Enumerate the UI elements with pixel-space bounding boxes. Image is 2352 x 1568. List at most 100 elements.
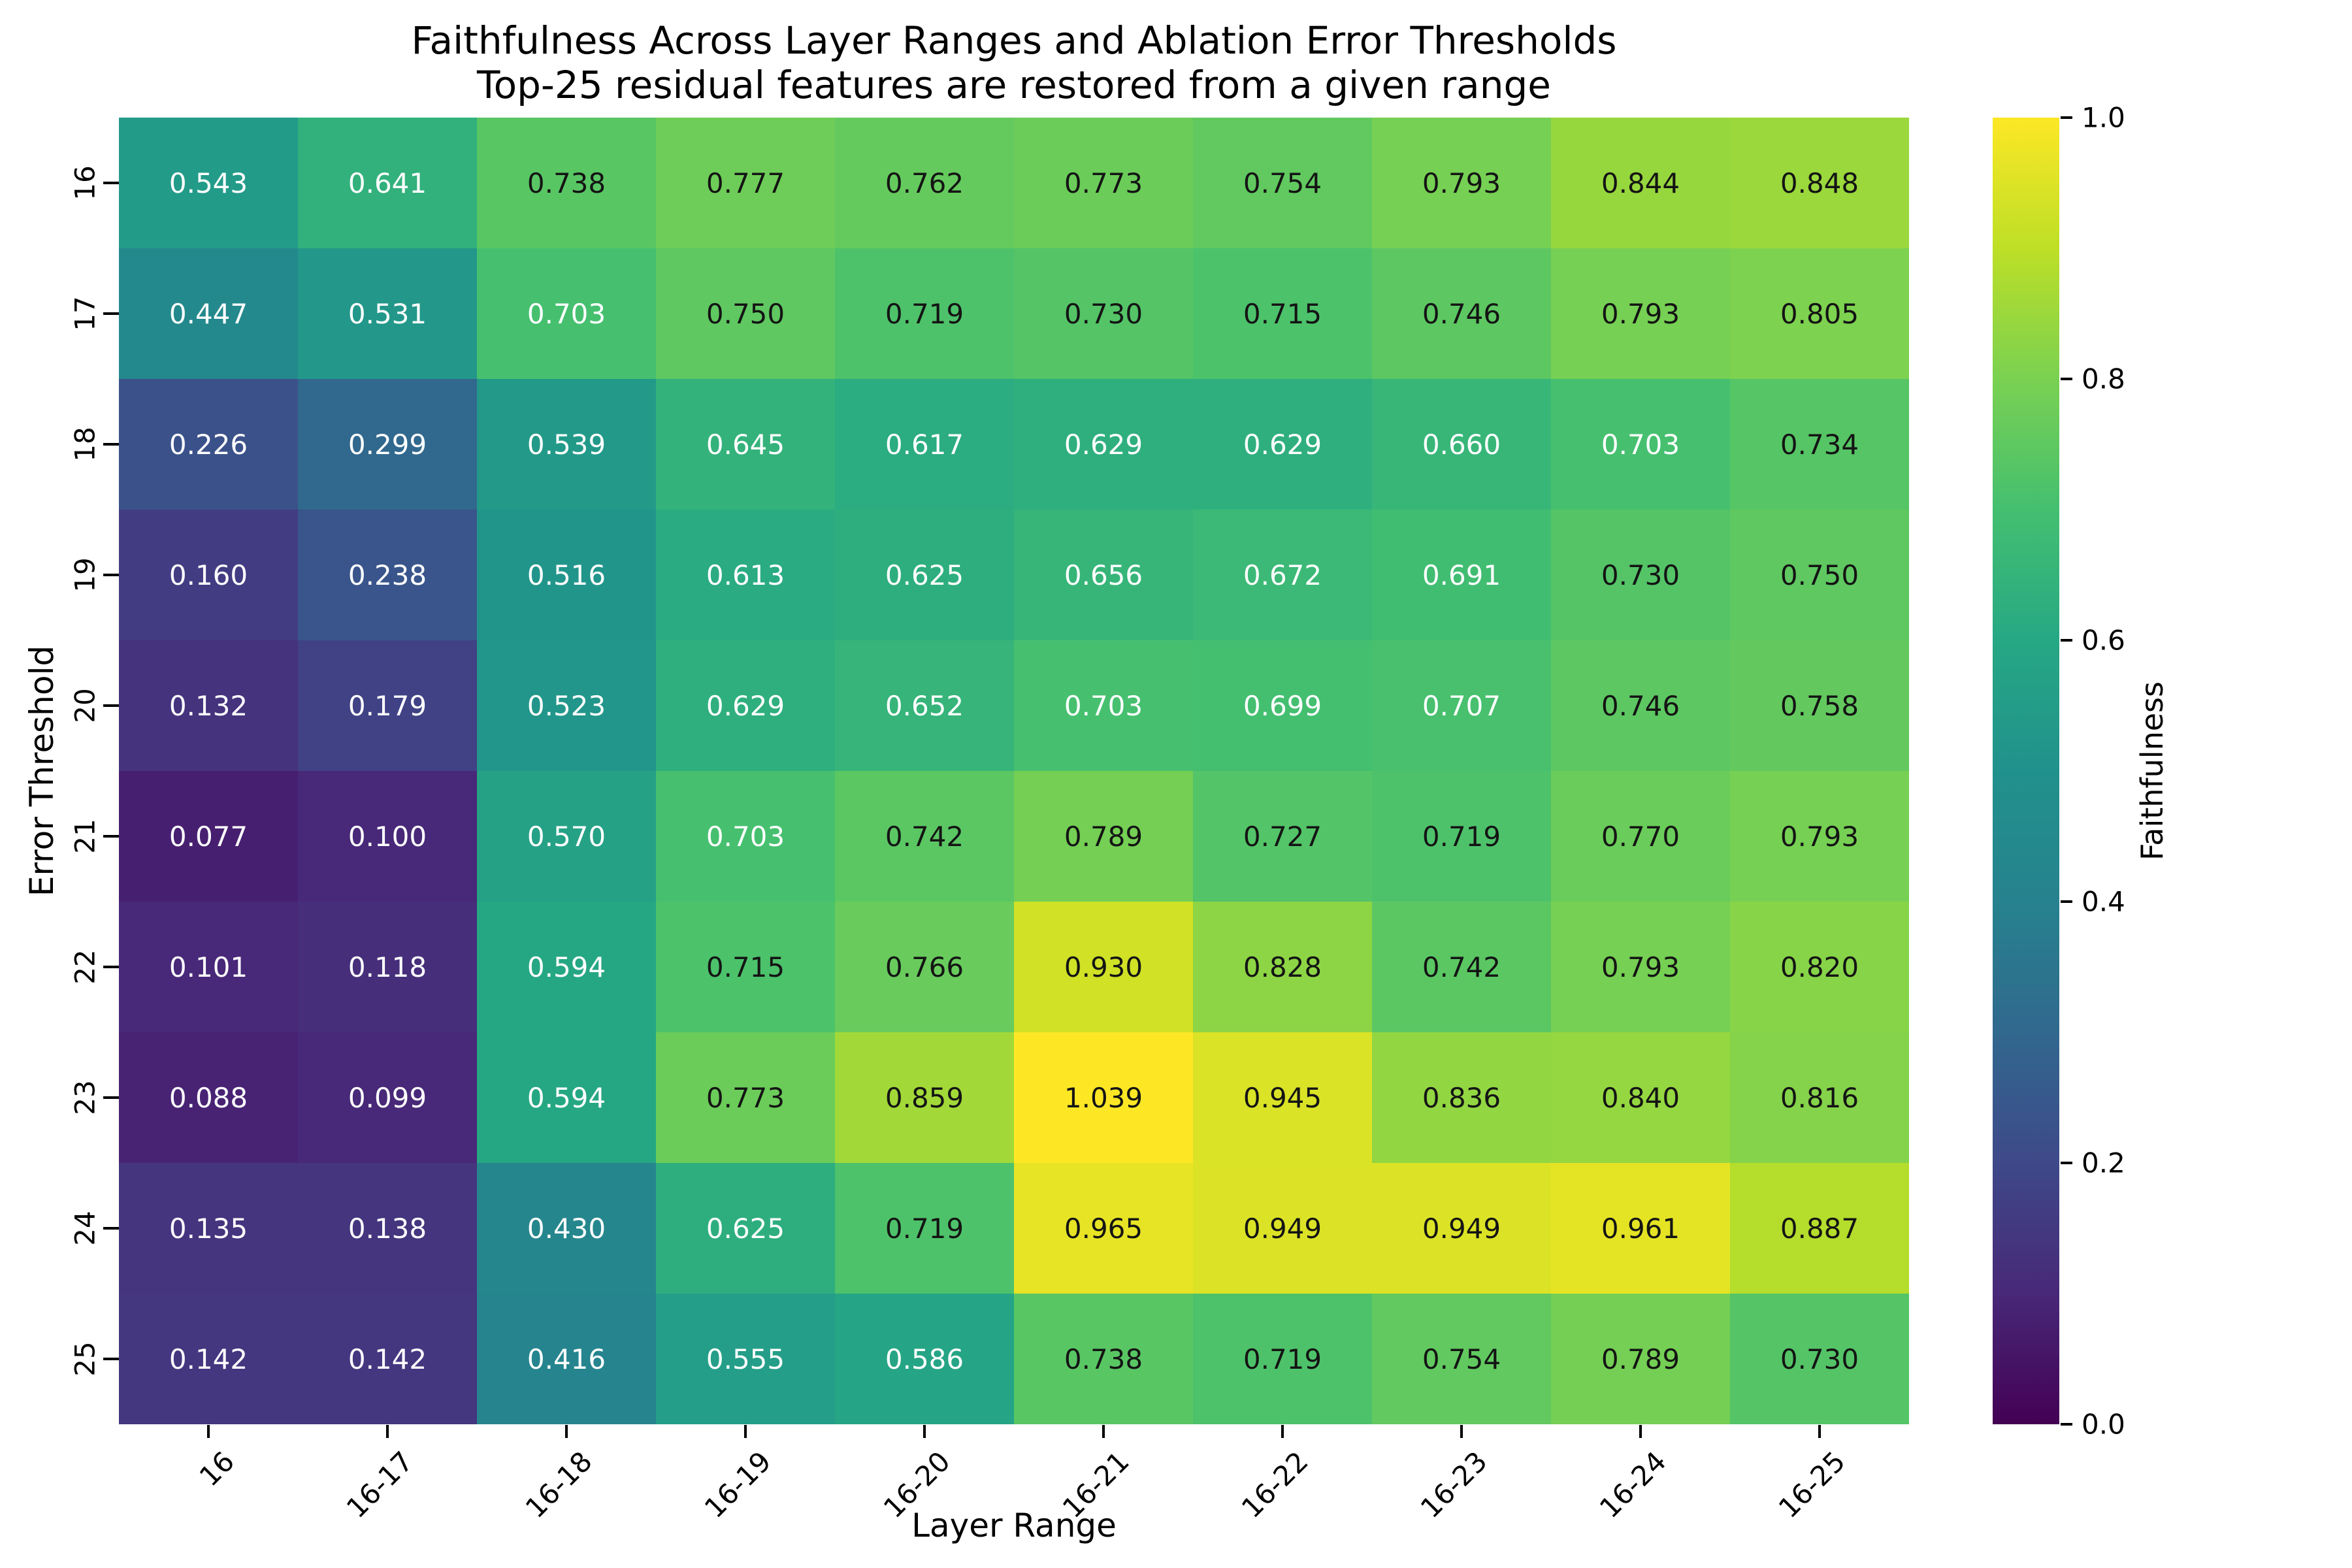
cell-value: 0.101: [169, 951, 248, 983]
cell-value: 0.742: [885, 820, 964, 853]
heatmap-cell: 0.238: [298, 510, 477, 640]
heatmap-cell: 0.766: [835, 902, 1014, 1032]
heatmap-cell: 0.539: [477, 379, 656, 510]
heatmap-cell: 0.523: [477, 640, 656, 771]
heatmap-cell: 0.727: [1193, 771, 1372, 902]
cell-value: 0.773: [1064, 167, 1143, 199]
heatmap-cell: 0.789: [1551, 1294, 1730, 1424]
heatmap-cell: 0.773: [1014, 118, 1193, 248]
cell-value: 0.586: [885, 1343, 964, 1375]
y-tick-mark: [103, 704, 119, 707]
heatmap-cell: 0.179: [298, 640, 477, 771]
cell-value: 0.738: [527, 167, 606, 199]
heatmap-cell: 0.715: [656, 902, 835, 1032]
cell-value: 0.793: [1422, 167, 1501, 199]
cell-value: 0.949: [1422, 1212, 1501, 1245]
cell-value: 0.793: [1601, 951, 1680, 983]
cell-value: 0.629: [706, 689, 785, 722]
heatmap-cell: 0.742: [835, 771, 1014, 902]
cell-value: 0.703: [1064, 689, 1143, 722]
heatmap-cell: 0.793: [1551, 902, 1730, 1032]
y-tick-mark: [103, 182, 119, 184]
colorbar-tick-label: 0.8: [2082, 363, 2125, 395]
cell-value: 0.840: [1601, 1081, 1680, 1114]
heatmap-cell: 0.719: [835, 1163, 1014, 1294]
cell-value: 0.672: [1243, 559, 1322, 591]
cell-value: 0.844: [1601, 167, 1680, 199]
cell-value: 0.754: [1422, 1343, 1501, 1375]
heatmap-cell: 0.773: [656, 1032, 835, 1163]
cell-value: 0.715: [1243, 297, 1322, 330]
y-tick-label: 23: [69, 1080, 101, 1115]
cell-value: 0.430: [527, 1212, 606, 1245]
cell-value: 0.099: [348, 1081, 427, 1114]
heatmap-cell: 0.416: [477, 1294, 656, 1424]
cell-value: 0.703: [706, 820, 785, 853]
heatmap-cell: 0.738: [477, 118, 656, 248]
cell-value: 0.691: [1422, 559, 1501, 591]
cell-value: 0.641: [348, 167, 427, 199]
y-tick-mark: [103, 443, 119, 446]
heatmap-cell: 0.750: [656, 248, 835, 379]
colorbar-tick-label: 0.6: [2082, 624, 2125, 657]
heatmap-cell: 0.789: [1014, 771, 1193, 902]
heatmap-cell: 0.099: [298, 1032, 477, 1163]
cell-value: 0.118: [348, 951, 427, 983]
heatmap-cell: 0.135: [119, 1163, 298, 1294]
x-tick-mark: [207, 1425, 210, 1438]
heatmap-cell: 0.828: [1193, 902, 1372, 1032]
cell-value: 0.766: [885, 951, 964, 983]
y-tick-label: 16: [69, 165, 101, 201]
heatmap-grid: 0.543 0.641 0.738 0.777 0.762 0.773 0.754 0.793…: [119, 118, 1909, 1424]
cell-value: 0.656: [1064, 559, 1143, 591]
cell-value: 0.789: [1601, 1343, 1680, 1375]
cell-value: 0.142: [348, 1343, 427, 1375]
heatmap-cell: 0.793: [1730, 771, 1909, 902]
cell-value: 0.660: [1422, 428, 1501, 461]
cell-value: 0.543: [169, 167, 248, 199]
heatmap-cell: 0.703: [1551, 379, 1730, 510]
heatmap-cell: 0.672: [1193, 510, 1372, 640]
heatmap-cell: 0.949: [1193, 1163, 1372, 1294]
colorbar-tick-mark: [2061, 1423, 2072, 1426]
heatmap-cell: 0.100: [298, 771, 477, 902]
x-tick-label: 16: [193, 1445, 240, 1493]
heatmap-cell: 0.586: [835, 1294, 1014, 1424]
x-tick-mark: [1102, 1425, 1105, 1438]
colorbar-tick-label: 1.0: [2082, 101, 2125, 134]
heatmap-cell: 0.742: [1372, 902, 1551, 1032]
cell-value: 0.887: [1780, 1212, 1859, 1245]
heatmap-cell: 0.088: [119, 1032, 298, 1163]
heatmap-cell: 0.887: [1730, 1163, 1909, 1294]
x-axis-label: Layer Range: [911, 1507, 1117, 1544]
heatmap-cell: 0.703: [656, 771, 835, 902]
cell-value: 0.828: [1243, 951, 1322, 983]
heatmap-cell: 0.656: [1014, 510, 1193, 640]
heatmap-cell: 0.750: [1730, 510, 1909, 640]
heatmap-cell: 0.299: [298, 379, 477, 510]
colorbar-gradient: [1993, 118, 2059, 1424]
heatmap-cell: 0.840: [1551, 1032, 1730, 1163]
cell-value: 0.555: [706, 1343, 785, 1375]
cell-value: 0.746: [1601, 689, 1680, 722]
heatmap-cell: 0.226: [119, 379, 298, 510]
heatmap-cell: 0.077: [119, 771, 298, 902]
heatmap-cell: 0.754: [1193, 118, 1372, 248]
cell-value: 0.516: [527, 559, 606, 591]
cell-value: 0.142: [169, 1343, 248, 1375]
heatmap-cell: 0.142: [298, 1294, 477, 1424]
cell-value: 0.777: [706, 167, 785, 199]
heatmap-cell: 0.949: [1372, 1163, 1551, 1294]
heatmap-cell: 0.555: [656, 1294, 835, 1424]
cell-value: 0.730: [1064, 297, 1143, 330]
heatmap-cell: 0.770: [1551, 771, 1730, 902]
heatmap-cell: 0.138: [298, 1163, 477, 1294]
heatmap-cell: 0.816: [1730, 1032, 1909, 1163]
colorbar-tick-mark: [2061, 900, 2072, 903]
heatmap-cell: 0.719: [835, 248, 1014, 379]
y-tick-label: 22: [69, 949, 101, 985]
heatmap-cell: 0.160: [119, 510, 298, 640]
heatmap-cell: 0.719: [1193, 1294, 1372, 1424]
cell-value: 0.299: [348, 428, 427, 461]
